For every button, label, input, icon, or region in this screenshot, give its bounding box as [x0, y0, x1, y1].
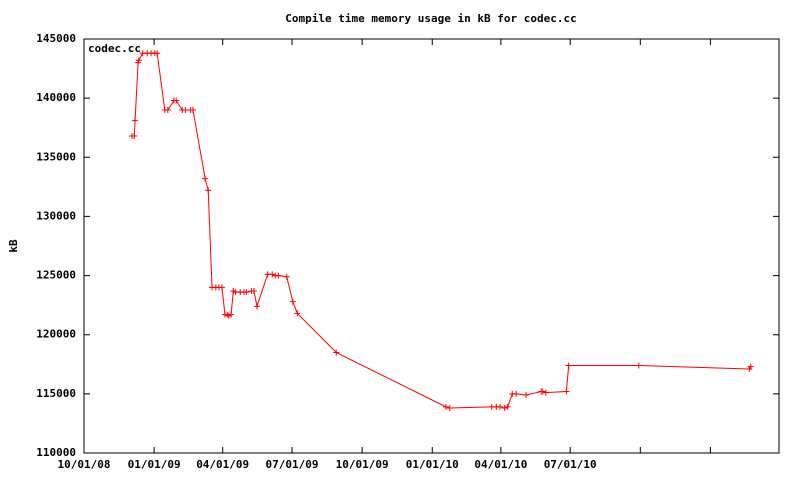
x-tick-label: 04/01/10 [474, 458, 527, 471]
point-marker [442, 403, 449, 410]
point-marker [446, 405, 453, 412]
point-marker [565, 362, 572, 369]
point-marker [333, 349, 340, 356]
point-marker [202, 175, 209, 182]
point-marker [563, 388, 570, 395]
plot-frame [83, 38, 780, 454]
point-marker [294, 310, 301, 317]
point-marker [747, 363, 754, 370]
chart-title: Compile time memory usage in kB for code… [285, 12, 576, 25]
point-marker [513, 390, 520, 397]
y-tick-label: 130000 [36, 209, 76, 222]
point-marker [132, 117, 139, 124]
point-marker [131, 132, 138, 139]
y-tick-label: 145000 [36, 32, 76, 45]
x-tick-label: 07/01/09 [266, 458, 319, 471]
point-marker [283, 273, 290, 280]
x-tick-label: 01/01/10 [406, 458, 459, 471]
point-marker [205, 187, 212, 194]
point-marker [275, 272, 282, 279]
point-marker [504, 403, 511, 410]
x-tick-label: 01/01/09 [128, 458, 181, 471]
point-marker [154, 50, 161, 57]
point-marker [189, 106, 196, 113]
x-tick-label: 07/01/10 [544, 458, 597, 471]
point-marker [269, 271, 276, 278]
y-axis-label: kB [7, 239, 20, 253]
x-tick-label: 04/01/09 [196, 458, 249, 471]
point-marker [243, 289, 250, 296]
y-tick-label: 140000 [36, 91, 76, 104]
y-tick-label: 110000 [36, 446, 76, 459]
legend-label: codec.cc [88, 42, 141, 55]
point-marker [182, 106, 189, 113]
point-marker [522, 392, 529, 399]
point-marker [250, 287, 257, 294]
y-tick-label: 135000 [36, 150, 76, 163]
point-marker [501, 405, 508, 412]
point-marker [542, 389, 549, 396]
y-tick-label: 115000 [36, 387, 76, 400]
point-marker [497, 403, 504, 410]
point-marker [135, 57, 142, 64]
y-tick-label: 120000 [36, 328, 76, 341]
y-tick-label: 125000 [36, 269, 76, 282]
point-marker [173, 97, 180, 104]
series-line [132, 52, 752, 409]
point-marker [164, 106, 171, 113]
point-marker [539, 388, 546, 395]
point-marker [228, 311, 235, 318]
point-marker [218, 284, 225, 291]
x-tick-label: 10/01/09 [336, 458, 389, 471]
point-marker [253, 303, 260, 310]
x-tick-label: 10/01/08 [58, 458, 111, 471]
point-marker [635, 362, 642, 369]
point-marker [289, 298, 296, 305]
